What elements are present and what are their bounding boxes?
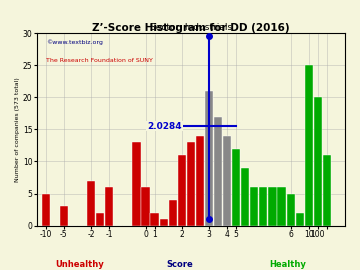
Y-axis label: Number of companies (573 total): Number of companies (573 total) [15, 77, 20, 182]
Text: Score: Score [167, 260, 193, 269]
Bar [178, 155, 186, 226]
Bar [96, 213, 104, 226]
Bar [268, 187, 276, 226]
Bar [105, 187, 113, 226]
Title: Z’-Score Histogram for DD (2016): Z’-Score Histogram for DD (2016) [92, 23, 290, 33]
Bar [296, 213, 304, 226]
Bar [87, 181, 95, 226]
Text: Healthy: Healthy [270, 260, 306, 269]
Bar [42, 194, 50, 226]
Bar [314, 97, 322, 226]
Bar [150, 213, 159, 226]
Bar [205, 91, 213, 226]
Text: The Research Foundation of SUNY: The Research Foundation of SUNY [46, 58, 153, 63]
Text: 2.0284: 2.0284 [147, 122, 182, 131]
Text: Sector: Industrials: Sector: Industrials [150, 23, 232, 32]
Bar [259, 187, 267, 226]
Bar [141, 187, 150, 226]
Text: ©www.textbiz.org: ©www.textbiz.org [46, 39, 103, 45]
Bar [287, 194, 295, 226]
Bar [305, 65, 313, 226]
Bar [196, 136, 204, 226]
Bar [278, 187, 285, 226]
Bar [241, 168, 249, 226]
Bar [168, 200, 177, 226]
Bar [223, 136, 231, 226]
Bar [132, 142, 140, 226]
Bar [250, 187, 258, 226]
Bar [214, 117, 222, 226]
Bar [232, 149, 240, 226]
Bar [60, 206, 68, 226]
Text: Unhealthy: Unhealthy [55, 260, 104, 269]
Bar [323, 155, 331, 226]
Bar [187, 142, 195, 226]
Bar [159, 219, 168, 226]
